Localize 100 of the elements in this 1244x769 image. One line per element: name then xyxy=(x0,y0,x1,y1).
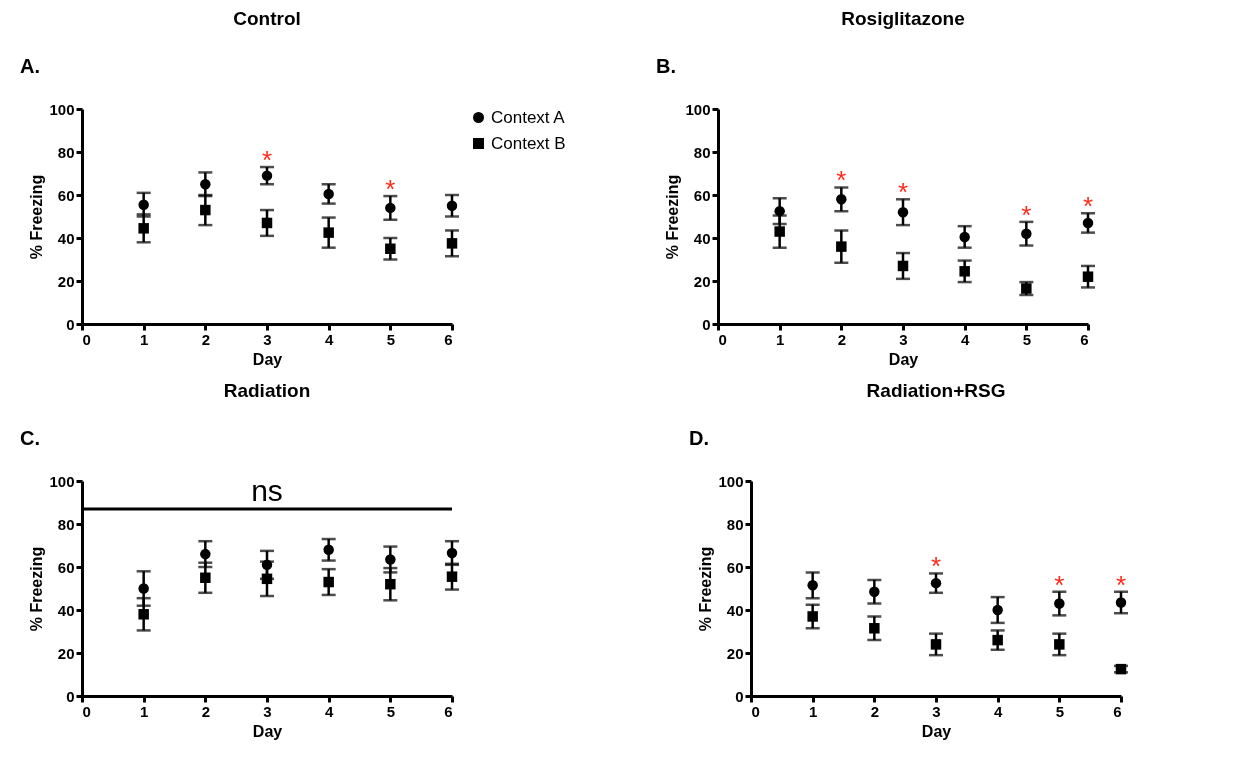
x-tick-label: 3 xyxy=(899,330,908,348)
x-tick-label: 2 xyxy=(837,330,847,348)
point xyxy=(261,573,273,585)
point xyxy=(261,217,273,229)
x-tick-label: 1 xyxy=(808,702,818,720)
x-tick-label: 5 xyxy=(386,702,396,720)
x-tick-label: 6 xyxy=(1080,330,1089,348)
y-tick-label: 20 xyxy=(726,644,744,662)
x-tick-label: 3 xyxy=(263,702,272,720)
point xyxy=(897,260,909,272)
annotation: * xyxy=(1082,191,1094,222)
point xyxy=(959,266,970,277)
point xyxy=(992,634,1003,646)
y-tick-label: 60 xyxy=(693,186,711,204)
point xyxy=(261,170,273,181)
point xyxy=(959,231,970,243)
point xyxy=(897,206,909,218)
y-tick-label: 20 xyxy=(57,644,75,662)
point xyxy=(1021,228,1032,239)
annotation: * xyxy=(1021,199,1032,230)
x-tick-label: 4 xyxy=(960,330,970,348)
y-tick-label: 0 xyxy=(66,315,75,333)
y-tick-label: 80 xyxy=(726,515,744,533)
legend-label: Context B xyxy=(491,133,566,153)
y-tick-label: 80 xyxy=(693,143,711,161)
y-axis-title: % Freezing xyxy=(697,546,715,632)
y-tick-label: 40 xyxy=(726,601,744,619)
x-tick-label: 0 xyxy=(82,702,91,720)
point xyxy=(807,611,818,622)
point xyxy=(1115,597,1127,608)
point xyxy=(807,580,818,591)
point xyxy=(200,179,211,190)
annotation: * xyxy=(930,551,942,582)
point xyxy=(138,609,149,620)
annotation: * xyxy=(385,174,396,205)
point xyxy=(200,204,211,216)
y-tick-label: 60 xyxy=(726,558,744,576)
text: C. xyxy=(20,427,40,449)
x-tick-label: 3 xyxy=(263,330,272,348)
y-axis-title: % Freezing xyxy=(28,546,46,632)
x-tick-label: 4 xyxy=(324,702,334,720)
chart-title: Radiation xyxy=(223,380,311,401)
x-axis-title: Day xyxy=(252,722,283,740)
point xyxy=(138,583,149,594)
point xyxy=(930,639,942,650)
annotation: * xyxy=(1054,569,1065,600)
annotation: * xyxy=(1115,569,1127,600)
point xyxy=(323,544,334,556)
point xyxy=(869,586,880,597)
x-axis-title: Day xyxy=(921,722,952,740)
x-axis-title: Day xyxy=(888,350,919,368)
y-tick-label: 100 xyxy=(49,100,75,118)
x-tick-label: 1 xyxy=(139,702,149,720)
text: A. xyxy=(20,55,40,77)
y-axis-title: % Freezing xyxy=(664,174,682,260)
x-tick-label: 5 xyxy=(386,330,396,348)
y-tick-label: 100 xyxy=(685,100,711,118)
legend-label: Context A xyxy=(491,107,566,127)
point xyxy=(138,199,149,210)
point xyxy=(836,194,847,205)
point xyxy=(200,572,211,583)
point xyxy=(446,238,458,249)
point xyxy=(200,548,211,560)
chart-title: Rosiglitazone xyxy=(841,8,965,29)
y-tick-label: 20 xyxy=(57,272,75,290)
x-tick-label: 4 xyxy=(324,330,334,348)
x-tick-label: 1 xyxy=(775,330,785,348)
x-tick-label: 5 xyxy=(1055,702,1065,720)
y-tick-label: 0 xyxy=(702,315,711,333)
y-tick-label: 80 xyxy=(57,143,75,161)
point xyxy=(930,577,942,589)
y-tick-label: 20 xyxy=(693,272,711,290)
point xyxy=(446,547,458,559)
ref-line-label: ns xyxy=(251,473,283,507)
point xyxy=(138,223,149,234)
x-tick-label: 2 xyxy=(870,702,880,720)
y-tick-label: 0 xyxy=(735,687,744,705)
point xyxy=(323,188,334,200)
x-tick-label: 1 xyxy=(139,330,149,348)
point xyxy=(385,202,396,214)
y-tick-label: 60 xyxy=(57,558,75,576)
y-tick-label: 40 xyxy=(57,601,75,619)
point xyxy=(1054,639,1065,650)
x-tick-label: 3 xyxy=(932,702,941,720)
point xyxy=(446,200,458,211)
point xyxy=(992,604,1003,616)
point xyxy=(323,227,334,238)
x-tick-label: 0 xyxy=(751,702,760,720)
point xyxy=(1082,271,1094,282)
x-tick-label: 6 xyxy=(444,702,453,720)
annotation: * xyxy=(261,145,273,176)
point xyxy=(836,241,847,252)
y-tick-label: 40 xyxy=(57,229,75,247)
y-tick-label: 100 xyxy=(49,472,75,490)
chart-title: Radiation+RSG xyxy=(866,380,1006,401)
point xyxy=(385,554,396,565)
x-tick-label: 6 xyxy=(1113,702,1122,720)
y-tick-label: 80 xyxy=(57,515,75,533)
point xyxy=(1054,598,1065,609)
y-axis-title: % Freezing xyxy=(28,174,46,260)
